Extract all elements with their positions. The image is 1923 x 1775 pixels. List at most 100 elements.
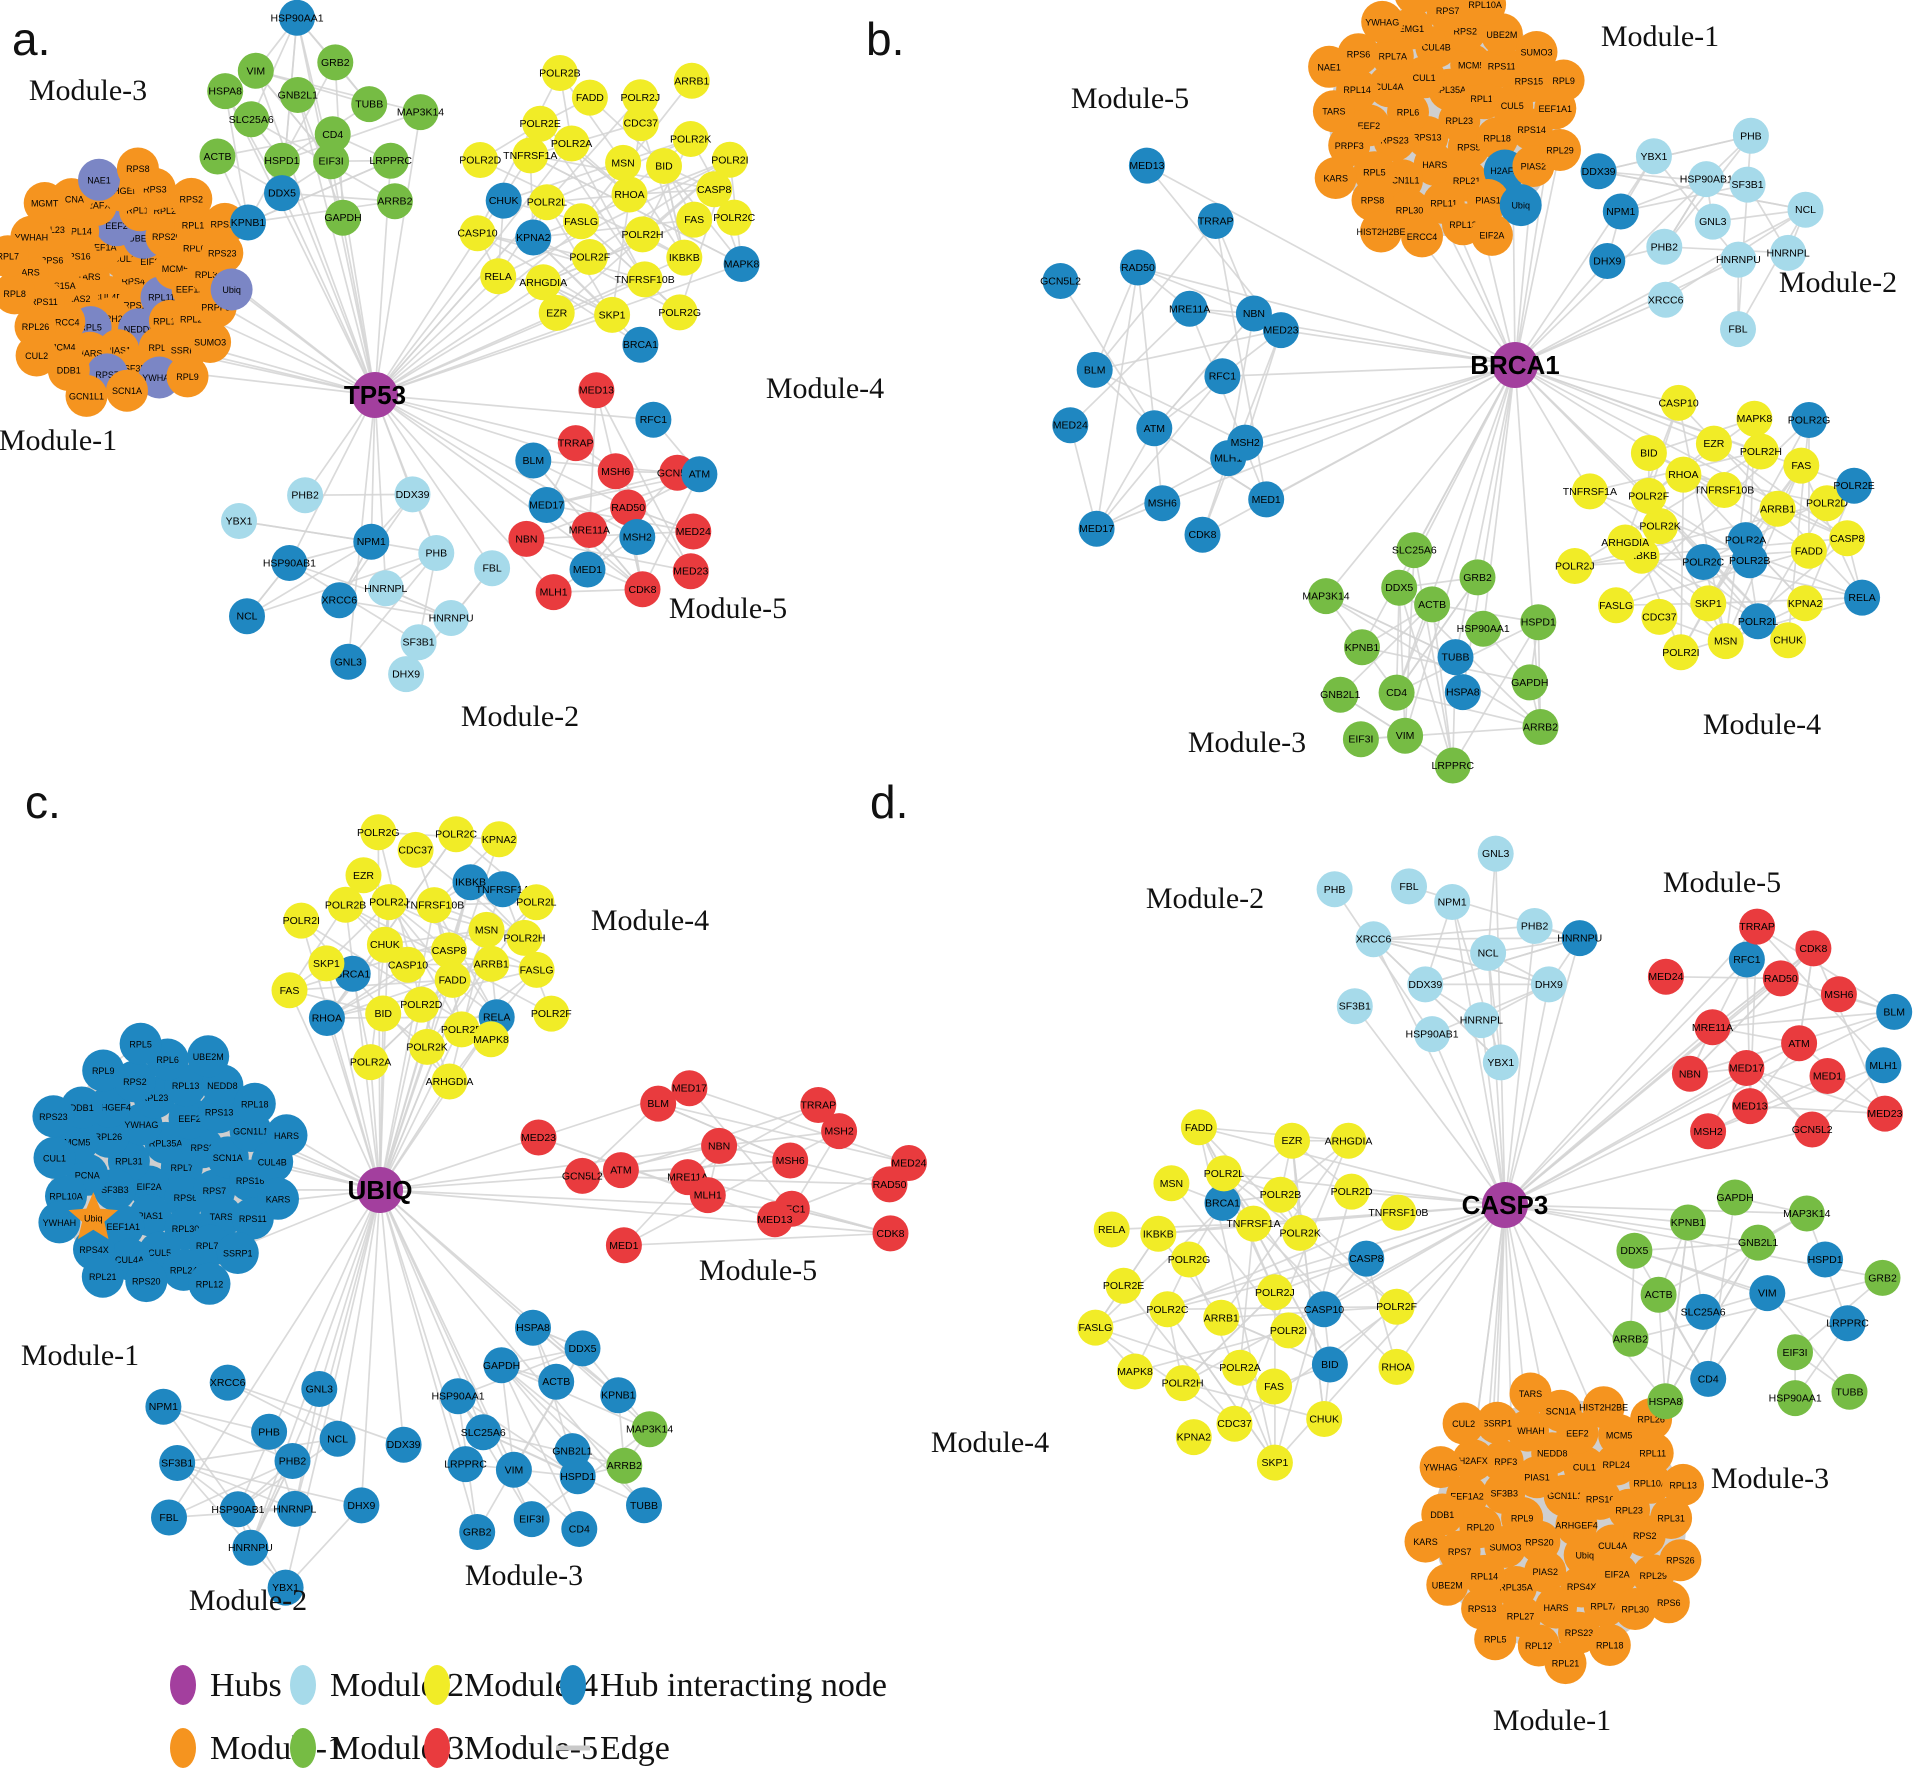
gene-node: RPS6	[1647, 1581, 1690, 1624]
gene-node-circle	[515, 219, 552, 256]
gene-node: GAPDH	[1716, 1179, 1754, 1216]
hub-edge	[1351, 1190, 1506, 1206]
edge	[1373, 937, 1580, 941]
gene-node-circle	[1732, 1088, 1768, 1125]
gene-node: MSN	[1707, 623, 1744, 660]
edge	[247, 159, 392, 224]
gene-node: Ubiq	[210, 268, 253, 311]
gene-node-circle	[672, 121, 709, 157]
hub-edge	[1365, 1204, 1506, 1260]
edge	[227, 1381, 404, 1446]
gene-node-circle	[265, 1114, 308, 1157]
gene-node: MED13	[578, 372, 615, 409]
gene-node-circle	[317, 44, 354, 81]
gene-node-circle	[1308, 578, 1344, 615]
gene-node-circle	[564, 1157, 601, 1194]
hub-edge	[1504, 926, 1758, 1206]
gene-node-circle	[1630, 477, 1667, 514]
hub-node-circle	[1492, 342, 1538, 388]
gene-node-circle	[1530, 966, 1567, 1003]
gene-node-circle	[113, 1060, 156, 1103]
gene-node-circle	[1770, 234, 1807, 271]
edge	[433, 904, 498, 1018]
gene-node-circle	[1544, 1642, 1587, 1685]
gene-node: SSRP1	[216, 1232, 259, 1274]
hub-edge	[1514, 258, 1739, 366]
gene-node: RPL9	[1542, 59, 1585, 102]
edge	[533, 218, 695, 239]
module-cluster: PHB2HSP90AB1PHBHNRNPLSF3B1NCLHNRNPUXRCC6…	[145, 1364, 422, 1606]
edge	[559, 72, 624, 164]
gene-node: EIF3I	[313, 143, 350, 180]
gene-node: MSN	[605, 144, 642, 181]
gene-node: SKP1	[308, 945, 345, 982]
gene-node-circle	[1777, 1334, 1813, 1371]
gene-node: CHUK	[485, 182, 522, 219]
hub-edge	[1504, 1204, 1759, 1244]
gene-node: RPS23	[32, 1095, 75, 1138]
gene-node-circle	[1308, 45, 1351, 88]
gene-node: GRB2	[1459, 559, 1496, 596]
edge	[1153, 427, 1267, 501]
gene-node-circle	[1282, 1214, 1319, 1251]
gene-node-circle	[1328, 124, 1371, 167]
edge	[1122, 1285, 1236, 1425]
module-label: Module-4	[931, 1426, 1049, 1459]
gene-node: ACTB	[1640, 1276, 1677, 1313]
gene-node-circle	[619, 519, 656, 555]
gene-node: DDX39	[394, 476, 431, 513]
gene-node-circle	[15, 334, 58, 377]
gene-node-circle	[1631, 1432, 1674, 1475]
gene-node-circle	[1694, 203, 1731, 240]
gene-node-circle	[1647, 281, 1684, 318]
hub-edge	[374, 96, 641, 396]
gene-node-circle	[1690, 1360, 1727, 1397]
gene-node-circle	[189, 321, 232, 363]
gene-node-circle	[0, 272, 36, 315]
edge	[1664, 1222, 1689, 1402]
gene-node-circle	[635, 401, 672, 438]
gene-node: FADD	[571, 79, 608, 116]
gene-node-circle	[1474, 1618, 1517, 1661]
gene-node-circle	[376, 183, 413, 220]
gene-node: PHB2	[274, 1443, 311, 1479]
gene-node-circle	[528, 487, 565, 523]
gene-node-circle	[1729, 166, 1766, 203]
hub-edge	[1504, 1204, 1689, 1224]
edge	[1413, 549, 1454, 766]
gene-node-circle	[1342, 721, 1379, 758]
gene-node: NCL	[1787, 191, 1824, 228]
gene-node: PHB	[1732, 117, 1769, 154]
edge	[688, 1087, 793, 1210]
gene-node-circle	[125, 1260, 168, 1303]
gene-node-circle	[1515, 31, 1558, 73]
gene-node: HSPA8	[1444, 674, 1481, 711]
gene-node: PHB	[251, 1413, 288, 1450]
module-label: Module-2	[1146, 882, 1264, 915]
gene-node: PHB2	[287, 477, 324, 514]
gene-node: NBN	[701, 1127, 738, 1164]
gene-node: PHB2	[1646, 228, 1683, 265]
edge	[501, 1364, 650, 1430]
gene-node: MED1	[569, 551, 606, 588]
edge	[526, 538, 691, 573]
gene-node-circle	[366, 926, 403, 963]
gene-node-circle	[431, 932, 467, 969]
hub-edge	[1514, 149, 1561, 366]
gene-node-circle	[557, 425, 594, 462]
gene-node: ACTB	[1414, 586, 1451, 623]
gene-node-circle	[1807, 1241, 1844, 1278]
edge	[1487, 952, 1502, 1063]
edge	[1153, 312, 1255, 429]
gene-node-circle	[535, 574, 572, 611]
gene-node: DDX5	[564, 1330, 601, 1367]
module-label: Module-1	[1493, 1704, 1611, 1737]
gene-node: MED13	[1732, 1088, 1768, 1125]
edge	[388, 901, 537, 971]
gene-node-circle	[578, 372, 615, 409]
module-label: Module-5	[669, 592, 787, 625]
gene-node-circle	[564, 1330, 601, 1367]
hub-node: TP53	[344, 372, 406, 418]
gene-node: RPL5	[119, 1022, 162, 1065]
